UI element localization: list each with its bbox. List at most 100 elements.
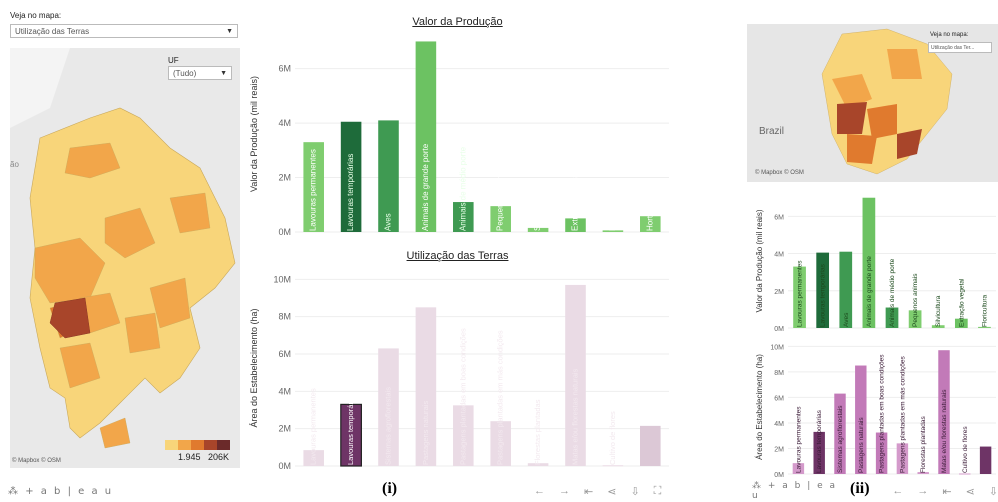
bar[interactable] [378, 348, 399, 466]
map-attribution-right[interactable]: © Mapbox © OSM [755, 170, 804, 176]
bar-label: Extração vegetal [958, 278, 965, 327]
bar[interactable] [931, 325, 945, 328]
bar-label: Lavouras temporárias [820, 263, 827, 327]
bar[interactable] [415, 307, 437, 466]
bar[interactable] [453, 202, 474, 232]
bar[interactable] [875, 432, 888, 474]
chart-title-utilizacao: Utilização das Terras [406, 250, 509, 262]
bar-label: Lavouras permanentes [309, 388, 318, 465]
y-tick-label: 4M [774, 252, 784, 259]
y-tick-label: 6M [278, 64, 291, 74]
legend-min: 1.945 [178, 452, 201, 462]
bar[interactable] [490, 206, 511, 232]
bar[interactable] [978, 326, 991, 328]
share-icon[interactable]: ⋖ [607, 485, 617, 498]
bar-label: Cultivo de flores [962, 426, 969, 473]
bar[interactable] [527, 463, 549, 466]
bar[interactable] [565, 284, 586, 466]
bar-label: Floricultura [608, 191, 617, 231]
bar[interactable] [917, 472, 929, 474]
bar-label: Pastagens plantadas em más condições [899, 356, 906, 473]
bar[interactable] [793, 266, 806, 328]
bar[interactable] [527, 227, 549, 232]
bar-label: Cultivo de flores [608, 411, 617, 465]
bar[interactable] [640, 216, 661, 232]
bar[interactable] [490, 421, 511, 466]
bar-label: Animais de grande porte [421, 143, 430, 231]
revert-icon-small[interactable]: ⇤ [942, 485, 952, 498]
y-tick-label: 2M [774, 446, 784, 453]
bar[interactable] [565, 218, 586, 232]
bar[interactable] [896, 443, 909, 474]
undo-icon-small[interactable]: ← [892, 485, 904, 497]
bar[interactable] [908, 310, 922, 328]
y-tick-label: 8M [774, 370, 784, 377]
bar-chart-utilizacao-terras-small: Área do Estabelecimento (ha) 0M 2M 4M 6M 8M 10… [755, 344, 996, 479]
bar[interactable] [303, 450, 324, 466]
y-tick-label: 4M [278, 386, 291, 396]
bar-label: Lavouras permanentes [797, 260, 804, 327]
bar[interactable] [839, 251, 853, 328]
y-tick-label: 2M [278, 424, 291, 434]
bar[interactable] [640, 425, 661, 466]
bar[interactable] [340, 403, 362, 467]
uf-filter-value: (Tudo) [173, 68, 197, 78]
choropleth-map-small[interactable] [747, 24, 998, 182]
bar-label: Lavouras temporárias [346, 392, 355, 465]
bar-label: Pastagens plantadas em boas condições [879, 354, 886, 473]
bar-label: Animais de médio porte [458, 146, 467, 231]
fullscreen-icon[interactable]: ⛶ [653, 484, 662, 497]
bar-label: Matas e/ou florestas naturais [941, 389, 948, 473]
bar[interactable] [415, 41, 437, 232]
map-view-left[interactable]: ão © Mapbox © OSM 1.945 206K [10, 48, 240, 468]
map-selector-label-right: Veja no mapa: [930, 32, 969, 38]
map-selector-dropdown[interactable]: Utilização das Terras ▼ [10, 24, 238, 38]
bar-label: Horticultura [645, 190, 654, 231]
redo-icon-small[interactable]: → [917, 485, 929, 497]
tableau-logo-small[interactable]: ⁂ + a b | e a u [752, 481, 838, 501]
bar[interactable] [792, 463, 805, 474]
bar[interactable] [303, 142, 324, 232]
choropleth-map[interactable] [10, 48, 240, 468]
bar[interactable] [602, 230, 624, 232]
bar-label: Animais de médio porte [889, 258, 896, 327]
share-icon-small[interactable]: ⋖ [965, 485, 975, 498]
bar[interactable] [378, 120, 399, 232]
bar[interactable] [602, 465, 624, 467]
download-icon[interactable]: ⇩ [630, 485, 640, 498]
y-tick-label: 8M [278, 312, 291, 322]
bar[interactable] [938, 350, 950, 474]
bar-label: Florestas plantadas [533, 399, 542, 465]
bar[interactable] [954, 318, 968, 328]
uf-filter-dropdown[interactable]: (Tudo) ▼ [168, 66, 232, 80]
tableau-logo[interactable]: ⁂ + a b | e a u [8, 485, 114, 497]
uf-filter-label: UF [168, 56, 179, 65]
redo-icon[interactable]: → [559, 485, 570, 497]
bar[interactable] [816, 252, 830, 328]
y-tick-label: 2M [278, 173, 291, 183]
map-attribution[interactable]: © Mapbox © OSM [12, 458, 61, 464]
bar[interactable] [855, 365, 867, 474]
bar[interactable] [959, 473, 971, 475]
y-tick-label: 4M [278, 118, 291, 128]
map-selector-dropdown-right[interactable]: Utilização das Ter... [928, 42, 992, 53]
caption-i: (i) [382, 480, 398, 497]
chevron-down-icon: ▼ [226, 27, 233, 35]
download-icon-small[interactable]: ⇩ [988, 485, 998, 498]
bar[interactable] [862, 197, 876, 328]
map-country-label-brazil: Brazil [759, 126, 785, 137]
bar[interactable] [340, 121, 362, 232]
undo-icon[interactable]: ← [534, 485, 545, 497]
bar[interactable] [885, 307, 899, 328]
bar[interactable] [813, 431, 825, 474]
bar[interactable] [979, 446, 992, 474]
bar-label: Pastagens plantadas em más condições [496, 330, 505, 465]
tableau-controls-left: ← → ⇤ ⋖ ⇩ ⛶ [520, 480, 700, 502]
bar-label: Floricultura [981, 294, 988, 327]
bar[interactable] [834, 393, 846, 474]
bar-label: Animais de grande porte [866, 256, 873, 327]
bar[interactable] [453, 405, 474, 466]
bar-label: Pequenos animais [912, 273, 919, 327]
revert-icon[interactable]: ⇤ [584, 485, 594, 498]
map-view-right[interactable]: Brazil © Mapbox © OSM [747, 24, 998, 182]
